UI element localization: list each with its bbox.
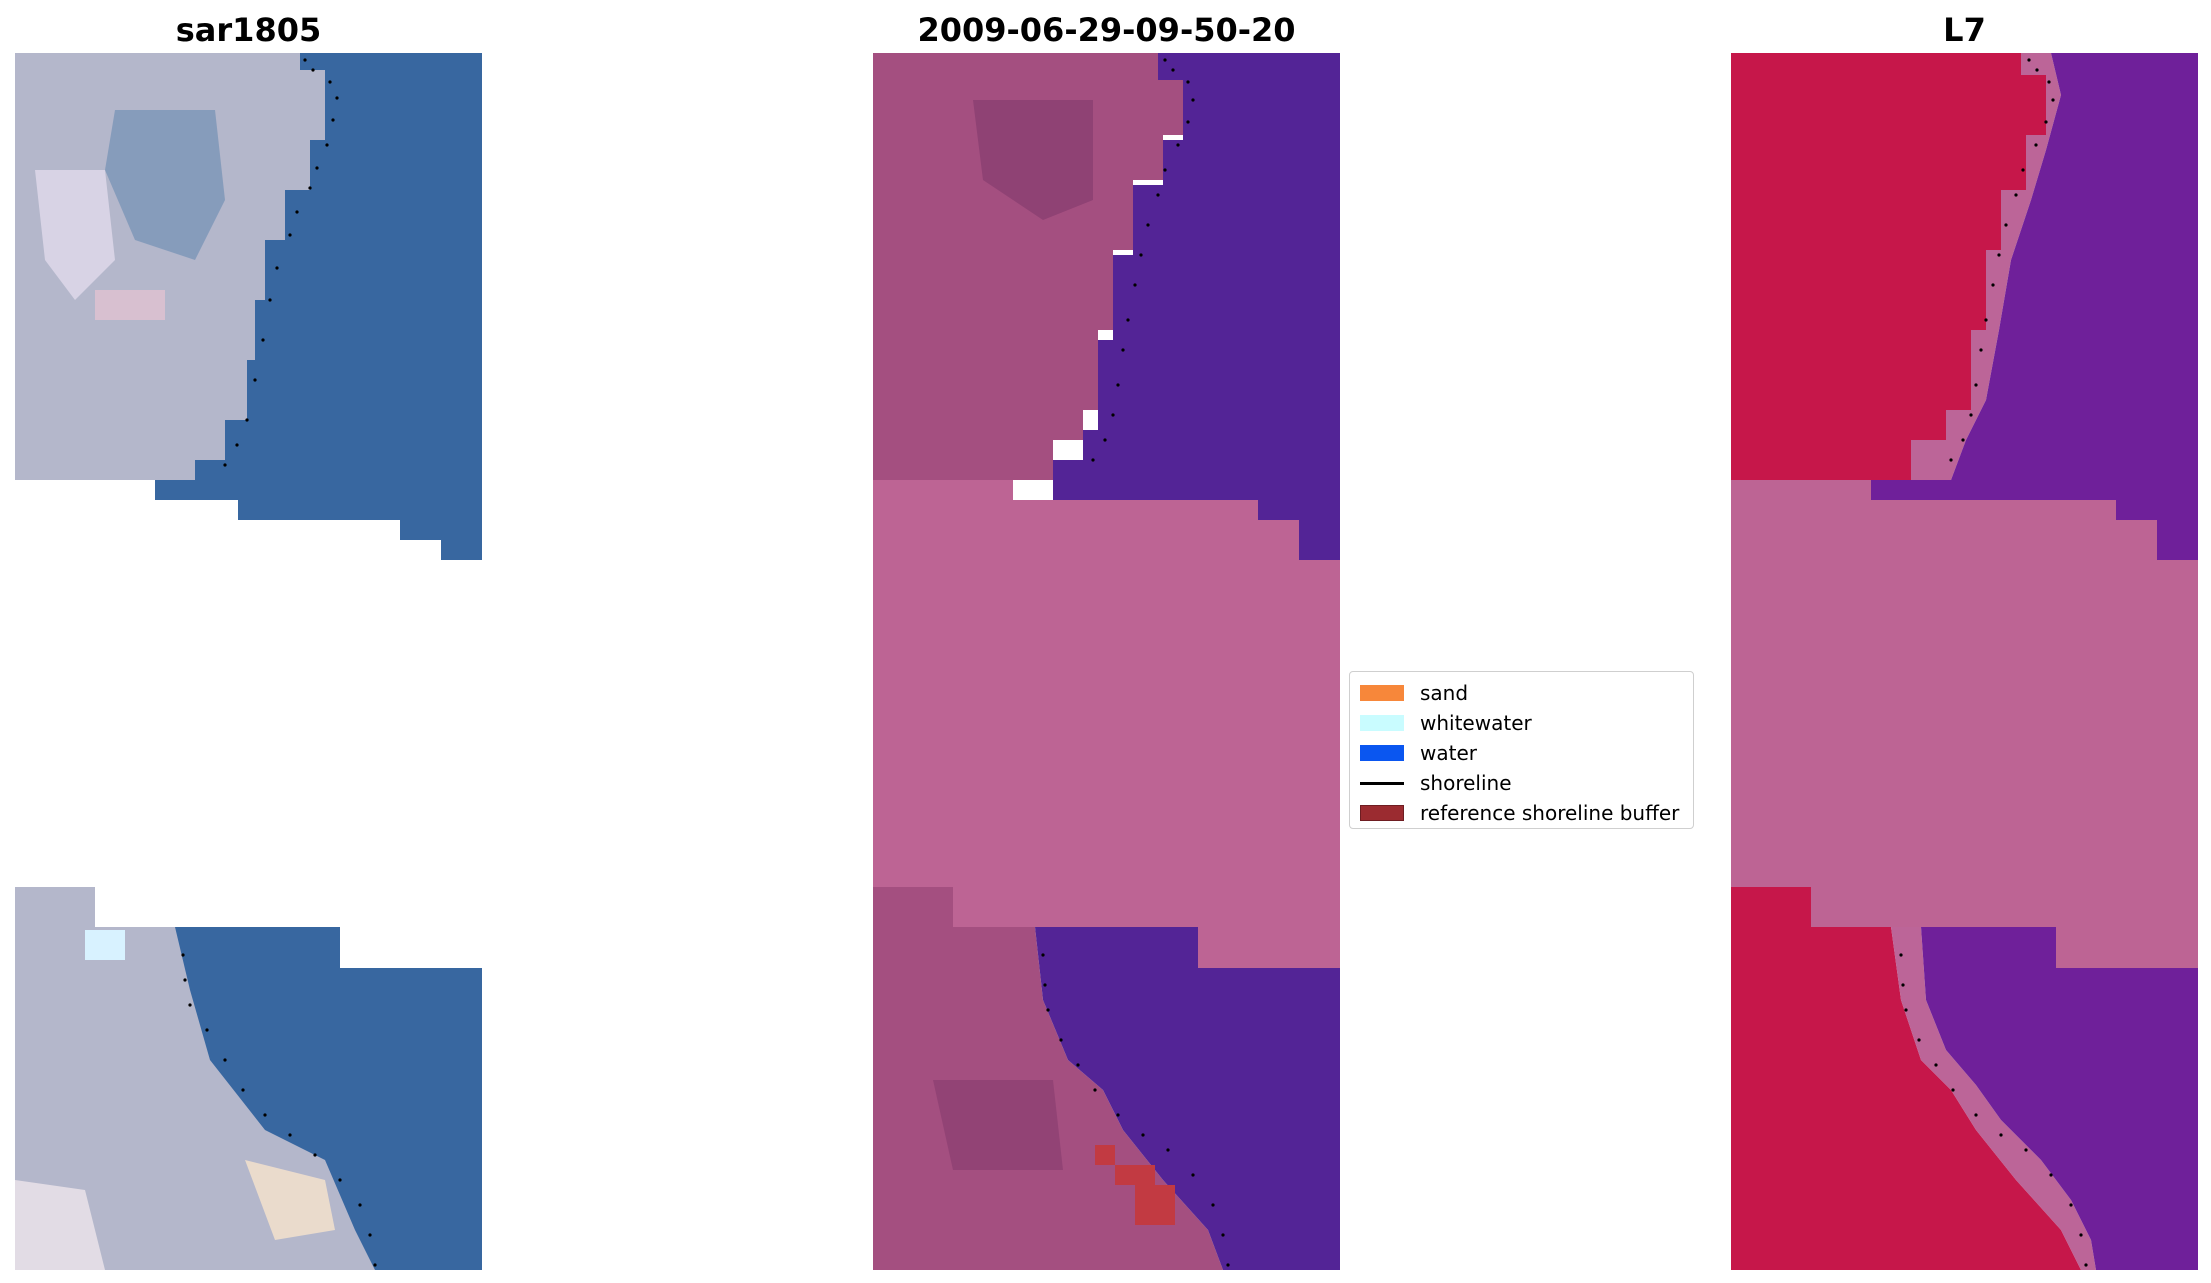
rgb-pink-top (95, 290, 165, 320)
legend-label-sand: sand (1420, 681, 1469, 705)
index-image-panel (1731, 0, 2198, 1283)
legend-item-reference-buffer: reference shoreline buffer (1360, 798, 1683, 828)
rgb-image-panel (15, 0, 482, 1283)
index-water-top (1871, 53, 2198, 560)
nodata-band (873, 480, 1340, 968)
legend: sand whitewater water shoreline referenc… (1349, 671, 1694, 829)
legend-item-water: water (1360, 738, 1683, 768)
panel-title-classified: 2009-06-29-09-50-20 (917, 11, 1296, 49)
legend-swatch-whitewater (1360, 715, 1404, 731)
legend-line-shoreline (1360, 781, 1404, 785)
index-transition-bottom (1891, 927, 2096, 1270)
rgb-mix-top (105, 110, 225, 260)
legend-swatch-water (1360, 745, 1404, 761)
rgb-shoreline (181, 58, 377, 1267)
index-land-bottom (1731, 887, 2081, 1270)
classified-land-top (873, 53, 1183, 480)
classified-image-plot (873, 53, 1340, 1270)
rgb-bright-top (35, 170, 115, 300)
nodata-band-index (1731, 480, 2198, 968)
legend-label-reference-buffer: reference shoreline buffer (1420, 801, 1680, 825)
index-water-bottom (1921, 927, 2198, 1270)
classified-land-dark-top (973, 100, 1093, 220)
classified-image-panel (873, 0, 1340, 1283)
reference-buffer-cells (1095, 1145, 1175, 1225)
index-shoreline (1899, 58, 2088, 1267)
legend-item-whitewater: whitewater (1360, 708, 1683, 738)
legend-item-sand: sand (1360, 678, 1683, 708)
legend-swatch-reference-buffer (1360, 805, 1404, 821)
legend-swatch-sand (1360, 685, 1404, 701)
index-image-plot (1731, 53, 2198, 1270)
legend-label-water: water (1420, 741, 1477, 765)
legend-label-shoreline: shoreline (1420, 771, 1512, 795)
classified-shoreline (1041, 58, 1230, 1267)
rgb-cyan-bottom (85, 930, 125, 960)
classified-water-bottom (1035, 927, 1340, 1270)
index-land-top (1731, 53, 2046, 480)
rgb-sand-bottom (245, 1160, 335, 1240)
legend-item-shoreline: shoreline (1360, 768, 1683, 798)
panel-title-index: L7 (1943, 11, 1986, 49)
classified-land-dark-bottom (933, 1080, 1063, 1170)
rgb-bright-bottom (15, 1180, 105, 1270)
index-transition-top (1911, 53, 2061, 480)
rgb-water-bottom (155, 927, 482, 1270)
panel-title-rgb: sar1805 (175, 11, 322, 49)
rgb-image-plot (15, 53, 482, 1270)
rgb-land-top (15, 53, 325, 480)
classified-water-top (1053, 53, 1340, 560)
legend-label-whitewater: whitewater (1420, 711, 1532, 735)
